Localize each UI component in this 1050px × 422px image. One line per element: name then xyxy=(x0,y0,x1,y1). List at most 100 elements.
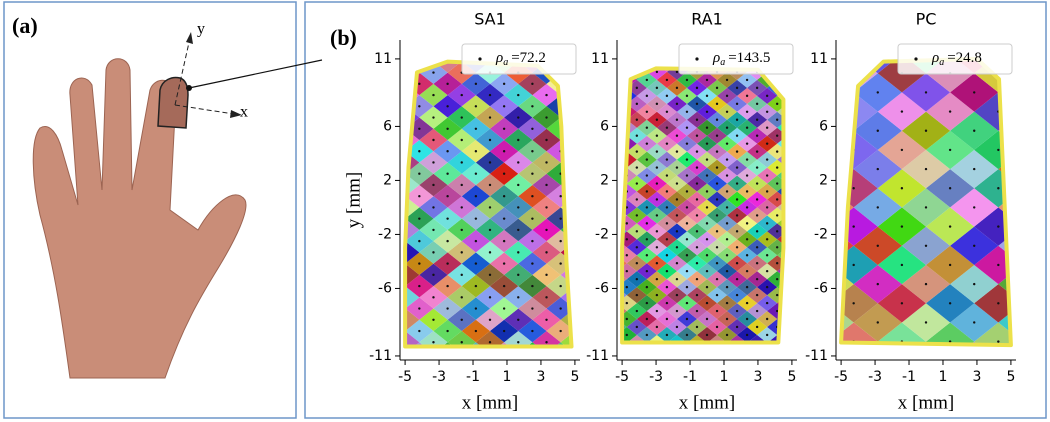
receptive-field xyxy=(476,353,504,375)
receptive-field xyxy=(797,184,817,200)
afferent-dot xyxy=(675,262,679,265)
afferent-dot xyxy=(715,150,719,153)
afferent-dot xyxy=(390,330,392,332)
afferent-dot xyxy=(796,198,798,200)
afferent-dot xyxy=(626,63,628,65)
receptive-field xyxy=(797,199,817,215)
y-tick-label: -11 xyxy=(805,348,828,364)
receptive-field xyxy=(575,118,603,140)
afferent-dot xyxy=(474,239,478,243)
afferent-dot xyxy=(502,217,506,220)
afferent-dot xyxy=(645,333,649,337)
receptive-field xyxy=(717,343,737,359)
afferent-dot xyxy=(531,239,534,243)
afferent-dot xyxy=(596,326,598,328)
afferent-dot xyxy=(418,194,421,198)
afferent-dot xyxy=(625,317,629,321)
afferent-dot xyxy=(745,110,749,113)
y-tick-label: 2 xyxy=(383,172,392,188)
afferent-dot xyxy=(695,277,699,281)
afferent-dot xyxy=(606,95,608,97)
afferent-dot xyxy=(676,39,678,41)
afferent-dot xyxy=(418,239,421,243)
afferent-dot xyxy=(786,127,788,129)
receptive-field xyxy=(787,96,807,112)
afferent-dot xyxy=(685,206,689,209)
afferent-dot xyxy=(517,318,520,321)
receptive-field xyxy=(597,72,617,88)
afferent-dot xyxy=(502,172,506,175)
afferent-dot xyxy=(806,190,808,192)
afferent-dot xyxy=(706,350,708,352)
legend-box xyxy=(461,43,577,75)
afferent-dot xyxy=(665,94,669,98)
afferent-dot xyxy=(775,118,779,121)
afferent-dot xyxy=(1021,53,1023,55)
afferent-dot xyxy=(655,309,659,313)
afferent-dot xyxy=(775,102,779,106)
x-tick-label: -1 xyxy=(902,369,916,385)
afferent-dot xyxy=(404,49,406,51)
afferent-dot xyxy=(765,222,769,225)
afferent-dot xyxy=(695,309,699,313)
afferent-dot xyxy=(655,214,659,217)
receptive-field xyxy=(575,320,603,342)
afferent-dot xyxy=(755,166,759,169)
afferent-dot xyxy=(665,174,669,177)
afferent-dot xyxy=(645,301,649,305)
afferent-dot xyxy=(997,340,1000,343)
receptive-field xyxy=(797,120,817,136)
afferent-dot xyxy=(806,111,808,113)
receptive-field xyxy=(575,162,603,184)
afferent-dot xyxy=(635,198,639,201)
afferent-dot xyxy=(517,273,520,277)
afferent-dot xyxy=(645,158,649,161)
afferent-dot xyxy=(606,206,608,208)
afferent-dot xyxy=(545,273,548,277)
afferent-dot xyxy=(705,126,709,129)
afferent-dot xyxy=(626,47,628,49)
afferent-dot xyxy=(755,325,759,329)
afferent-dot xyxy=(973,167,976,171)
afferent-dot xyxy=(735,118,739,121)
receptive-field xyxy=(787,223,807,239)
receptive-field xyxy=(587,96,607,112)
chart-title: SA1 xyxy=(474,10,506,29)
afferent-dot xyxy=(645,142,649,145)
receptive-field xyxy=(787,255,807,271)
receptive-field xyxy=(405,28,433,50)
receptive-field xyxy=(807,144,827,160)
afferent-dot xyxy=(786,302,788,304)
afferent-dot xyxy=(775,214,779,217)
afferent-dot xyxy=(806,222,808,224)
afferent-dot xyxy=(715,182,719,185)
receptive-field xyxy=(797,104,817,120)
afferent-dot xyxy=(461,364,463,366)
afferent-dot xyxy=(655,277,659,281)
afferent-dot xyxy=(531,172,534,175)
afferent-dot xyxy=(725,190,729,193)
afferent-dot xyxy=(715,86,719,90)
legend-subscript: a xyxy=(939,57,944,68)
afferent-dot xyxy=(488,273,492,277)
receptive-field xyxy=(657,343,677,359)
afferent-dot xyxy=(695,325,699,329)
afferent-dot xyxy=(655,118,659,121)
afferent-dot xyxy=(786,174,788,176)
afferent-dot xyxy=(765,174,769,177)
receptive-field xyxy=(627,351,647,367)
afferent-dot xyxy=(775,230,779,233)
afferent-dot xyxy=(705,206,709,209)
afferent-dot xyxy=(474,172,478,175)
receptive-field xyxy=(405,252,406,275)
y-tick-label: 2 xyxy=(819,172,828,188)
afferent-dot xyxy=(675,293,679,297)
afferent-dot xyxy=(446,352,448,354)
afferent-dot xyxy=(828,245,830,247)
afferent-dot xyxy=(725,126,729,129)
afferent-dot xyxy=(531,284,534,288)
afferent-dot xyxy=(418,375,420,377)
receptive-field xyxy=(587,144,607,160)
afferent-dot xyxy=(715,102,719,106)
afferent-dot xyxy=(924,244,928,247)
